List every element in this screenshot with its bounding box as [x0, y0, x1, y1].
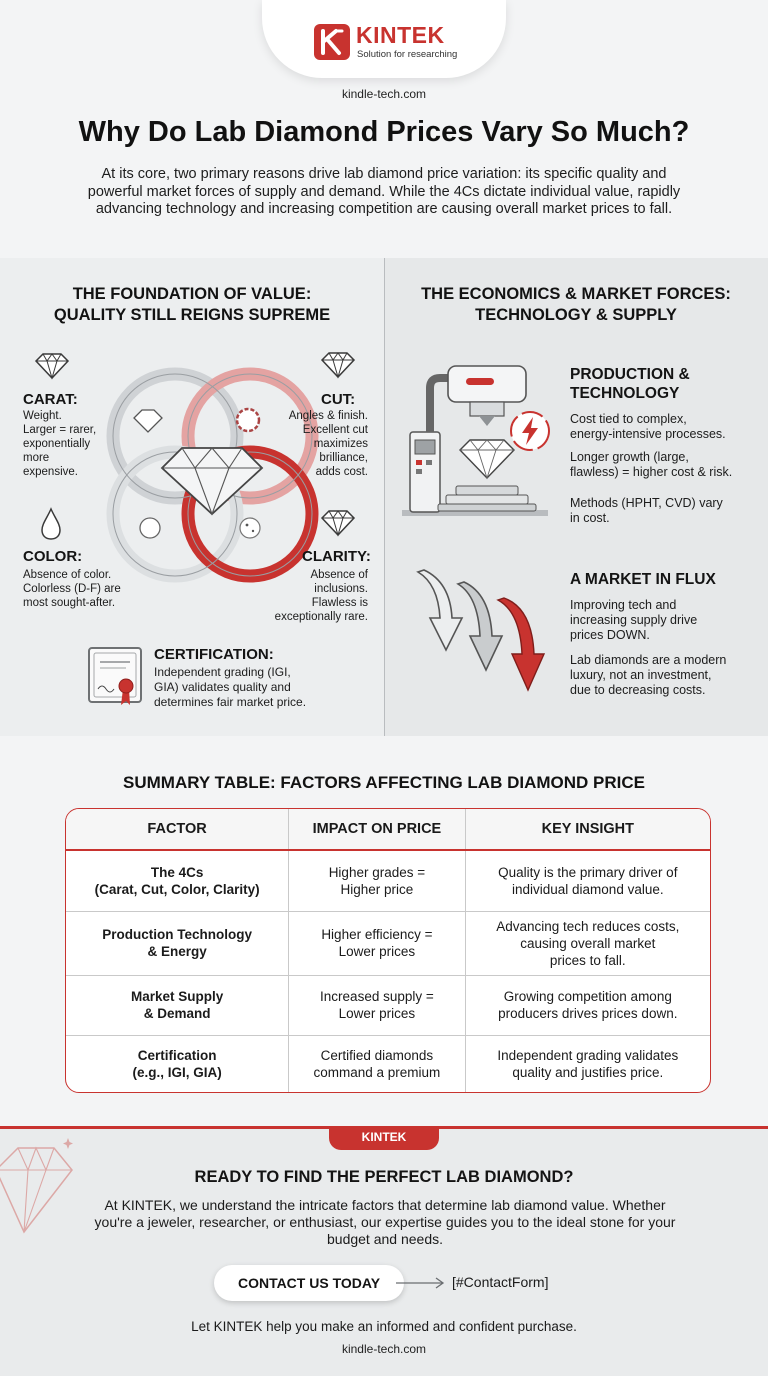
cta-text: At KINTEK, we understand the intricate f…: [94, 1197, 676, 1247]
color-text: Absence of color. Colorless (D-F) are mo…: [23, 569, 121, 609]
diamond-watermark-icon: [0, 1138, 73, 1234]
page-title: Why Do Lab Diamond Prices Vary So Much?: [78, 116, 690, 148]
flux-point-2: Lab diamonds are a modern luxury, not an…: [570, 653, 727, 697]
carat-text: Weight. Larger = rarer, exponentially mo…: [23, 410, 97, 478]
brand-tagline: Solution for researching: [357, 49, 458, 60]
brand-name: KINTEK: [356, 22, 445, 48]
certification-heading: CERTIFICATION:: [154, 646, 274, 663]
factor-cell: The 4Cs (Carat, Cut, Color, Clarity): [66, 849, 289, 911]
factor-cell: Market Supply & Demand: [66, 974, 289, 1035]
cta-title: READY TO FIND THE PERFECT LAB DIAMOND?: [194, 1168, 574, 1186]
table-header-insight: KEY INSIGHT: [464, 809, 710, 851]
table-row: Certification (e.g., IGI, GIA) Certified …: [66, 1034, 710, 1092]
production-point-3: Methods (HPHT, CVD) vary in cost.: [570, 496, 723, 525]
impact-cell: Certified diamonds command a premium: [288, 1034, 466, 1092]
table-row: Production Technology & Energy Higher eff…: [66, 910, 710, 975]
footer: [0, 1127, 768, 1376]
production-heading: PRODUCTION & TECHNOLOGY: [570, 366, 690, 402]
cut-heading: CUT:: [321, 391, 356, 408]
flux-heading: A MARKET IN FLUX: [570, 571, 716, 588]
insight-cell: Growing competition among producers drive…: [464, 974, 710, 1035]
lightning-bolt-icon: [510, 411, 550, 451]
factor-cell: Production Technology & Energy: [66, 910, 289, 975]
production-point-1: Cost tied to complex, energy-intensive p…: [570, 412, 726, 441]
contact-form-link[interactable]: [#ContactForm]: [452, 1274, 549, 1290]
table-row: Market Supply & Demand Increased supply =…: [66, 974, 710, 1035]
diamond-outline-icon: [34, 353, 70, 380]
footer-brand-badge: KINTEK: [329, 1126, 439, 1150]
color-heading: COLOR:: [23, 548, 83, 565]
clarity-text: Absence of inclusions. Flawless is excep…: [274, 569, 368, 623]
water-drop-icon: [41, 507, 61, 540]
table-header-factor: FACTOR: [66, 809, 289, 851]
cta-closing: Let KINTEK help you make an informed and…: [191, 1319, 577, 1334]
table-row: The 4Cs (Carat, Cut, Color, Clarity) High…: [66, 849, 710, 911]
summary-table: FACTOR IMPACT ON PRICE KEY INSIGHT The 4…: [65, 808, 711, 1093]
down-arrows-icon: [416, 569, 546, 692]
diamond-outline-icon: [320, 352, 356, 379]
impact-cell: Higher efficiency = Lower prices: [288, 910, 466, 975]
insight-cell: Advancing tech reduces costs, causing ove…: [464, 910, 710, 975]
cut-text: Angles & finish. Excellent cut maximizes…: [288, 410, 368, 478]
diamond-venn-icon: [106, 367, 319, 583]
diamond-outline-icon: [320, 510, 356, 537]
diamond-growth-machine-icon: [402, 365, 548, 516]
impact-cell: Higher grades = Higher price: [288, 849, 466, 911]
quality-title: THE FOUNDATION OF VALUE: QUALITY STILL R…: [53, 285, 331, 324]
production-point-2: Longer growth (large, flawless) = higher…: [570, 450, 733, 479]
website-url-footer[interactable]: kindle-tech.com: [341, 1342, 427, 1356]
summary-title: SUMMARY TABLE: FACTORS AFFECTING LAB DIA…: [123, 773, 645, 792]
insight-cell: Independent grading validates quality and…: [464, 1034, 710, 1092]
market-title: THE ECONOMICS & MARKET FORCES: TECHNOLOG…: [421, 285, 731, 324]
website-url[interactable]: kindle-tech.com: [341, 87, 427, 101]
intro-text: At its core, two primary reasons drive l…: [87, 166, 681, 217]
certification-text: Independent grading (IGI, GIA) validates…: [154, 665, 307, 709]
factor-cell: Certification (e.g., IGI, GIA): [66, 1034, 289, 1092]
impact-cell: Increased supply = Lower prices: [288, 974, 466, 1035]
table-header-impact: IMPACT ON PRICE: [288, 809, 466, 851]
carat-heading: CARAT:: [23, 391, 78, 408]
clarity-heading: CLARITY:: [302, 548, 371, 565]
logo-tab: [262, 0, 506, 78]
insight-cell: Quality is the primary driver of individu…: [464, 849, 710, 911]
kintek-logo-icon: [314, 24, 350, 60]
contact-us-button[interactable]: CONTACT US TODAY: [214, 1265, 404, 1301]
arrow-right-icon: [396, 1277, 445, 1289]
flux-point-1: Improving tech and increasing supply dri…: [570, 598, 698, 642]
certificate-icon: [88, 647, 142, 705]
